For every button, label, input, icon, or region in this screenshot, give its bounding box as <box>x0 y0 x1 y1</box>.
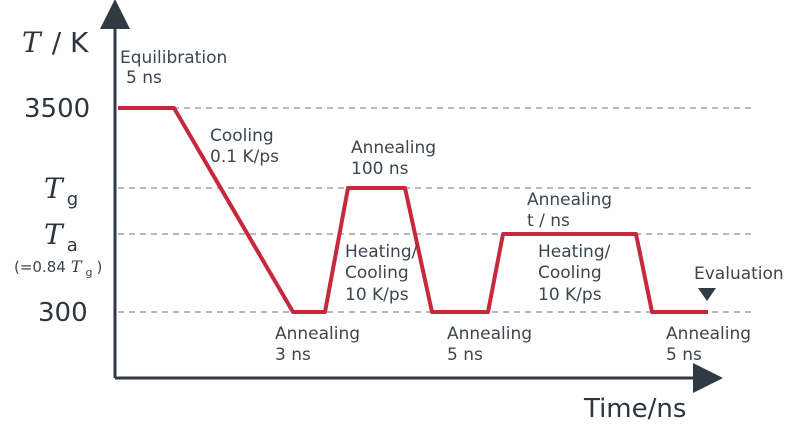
label-annealing-100-duration: 100 ns <box>351 159 409 179</box>
label-annealing-3-duration: 3 ns <box>275 345 311 365</box>
y-tick-3500: 3500 <box>24 94 90 124</box>
label-equilibration-duration: 5 ns <box>126 68 162 88</box>
label-heating-cooling-2: Heating/ <box>538 242 611 262</box>
label-annealing-5a: Annealing <box>447 324 532 344</box>
label-annealing-100: Annealing <box>351 138 436 158</box>
label-annealing-5a-duration: 5 ns <box>447 345 483 365</box>
label-annealing-3: Annealing <box>275 324 360 344</box>
label-heating-cooling-1-rate: 10 K/ps <box>345 285 409 305</box>
label-annealing-t-duration: t / ns <box>527 211 570 231</box>
label-heating-cooling-1-line2: Cooling <box>345 263 409 283</box>
y-axis-title: T / K <box>22 26 89 59</box>
y-tick-300: 300 <box>38 298 88 328</box>
y-tick-ta-note: (=0.84 T g ) <box>14 257 102 280</box>
y-tick-ta: T a <box>44 218 78 256</box>
label-cooling-rate: 0.1 K/ps <box>210 147 279 167</box>
label-evaluation: Evaluation <box>694 264 784 284</box>
label-heating-cooling-2-rate: 10 K/ps <box>538 285 602 305</box>
label-annealing-5b-duration: 5 ns <box>666 345 702 365</box>
y-tick-tg: T g <box>44 172 78 210</box>
temperature-profile <box>118 106 708 314</box>
label-equilibration: Equilibration <box>120 48 227 68</box>
evaluation-marker-icon <box>698 288 716 301</box>
label-heating-cooling-1: Heating/ <box>345 242 418 262</box>
x-axis-title: Time/ns <box>583 394 686 424</box>
label-heating-cooling-2-line2: Cooling <box>538 263 602 283</box>
label-cooling: Cooling <box>210 126 274 146</box>
label-annealing-t: Annealing <box>527 190 612 210</box>
label-annealing-5b: Annealing <box>666 324 751 344</box>
